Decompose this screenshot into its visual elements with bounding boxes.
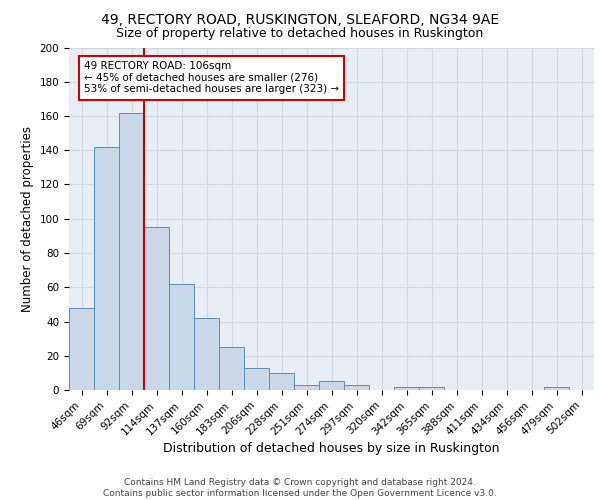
Text: 49 RECTORY ROAD: 106sqm
← 45% of detached houses are smaller (276)
53% of semi-d: 49 RECTORY ROAD: 106sqm ← 45% of detache… <box>84 61 339 94</box>
Bar <box>294 385 319 390</box>
Y-axis label: Number of detached properties: Number of detached properties <box>21 126 34 312</box>
Bar <box>194 318 219 390</box>
X-axis label: Distribution of detached houses by size in Ruskington: Distribution of detached houses by size … <box>163 442 500 455</box>
Bar <box>269 373 294 390</box>
Bar <box>119 112 144 390</box>
Bar <box>94 147 119 390</box>
Bar <box>244 368 269 390</box>
Bar <box>394 386 419 390</box>
Bar <box>319 382 344 390</box>
Bar <box>344 385 369 390</box>
Bar <box>144 228 169 390</box>
Bar <box>219 347 244 390</box>
Text: Contains HM Land Registry data © Crown copyright and database right 2024.
Contai: Contains HM Land Registry data © Crown c… <box>103 478 497 498</box>
Text: Size of property relative to detached houses in Ruskington: Size of property relative to detached ho… <box>116 28 484 40</box>
Text: 49, RECTORY ROAD, RUSKINGTON, SLEAFORD, NG34 9AE: 49, RECTORY ROAD, RUSKINGTON, SLEAFORD, … <box>101 12 499 26</box>
Bar <box>544 386 569 390</box>
Bar <box>169 284 194 390</box>
Bar <box>419 386 444 390</box>
Bar <box>69 308 94 390</box>
